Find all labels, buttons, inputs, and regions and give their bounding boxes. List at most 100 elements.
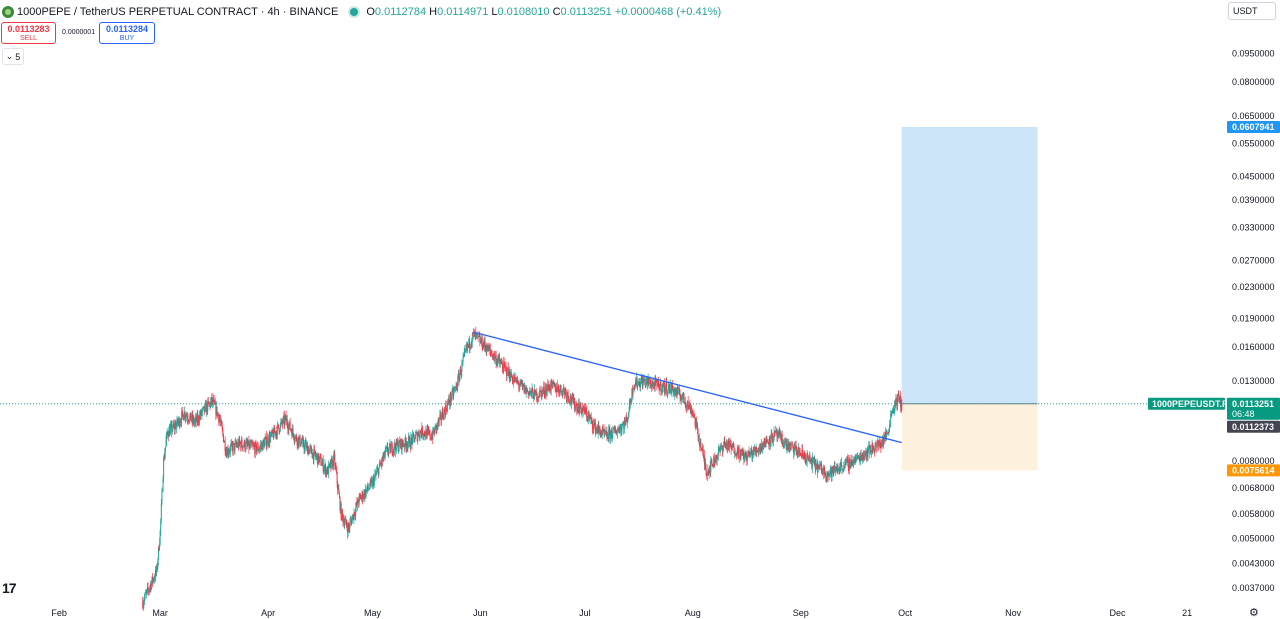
- sell-button[interactable]: 0.0113283 SELL: [1, 22, 56, 44]
- candle-body: [781, 434, 783, 443]
- candle-body: [730, 446, 732, 449]
- candle-body: [804, 457, 806, 459]
- candle-body: [742, 449, 744, 454]
- candle-body: [349, 521, 351, 528]
- candle-body: [398, 447, 400, 451]
- candle-body: [877, 440, 879, 447]
- candle-body: [694, 417, 696, 427]
- candle-body: [638, 381, 640, 387]
- candle-body: [651, 382, 653, 387]
- candle-body: [786, 443, 788, 449]
- candle-body: [548, 388, 550, 392]
- candle-body: [315, 454, 317, 457]
- candle-body: [719, 449, 721, 451]
- candle-body: [280, 422, 282, 424]
- candle-body: [426, 429, 428, 439]
- candle-body: [872, 448, 874, 450]
- candle-body: [269, 435, 271, 442]
- candle-body: [303, 446, 305, 450]
- candle-body: [401, 440, 403, 450]
- candle-body: [757, 450, 759, 453]
- candle-body: [425, 429, 427, 437]
- candle-body: [754, 447, 756, 451]
- candle-body: [569, 396, 571, 402]
- candle-body: [590, 417, 592, 419]
- candle-body: [732, 443, 734, 449]
- secondary-price-badge-text: 0.0112373: [1232, 422, 1274, 432]
- candle-body: [352, 514, 354, 518]
- candle-body: [741, 449, 743, 451]
- currency-selector[interactable]: USDT: [1228, 2, 1276, 20]
- candle-body: [561, 391, 563, 393]
- candle-body: [340, 503, 342, 511]
- candle-body: [348, 526, 350, 528]
- candle-body: [283, 416, 285, 424]
- candle-body: [793, 447, 795, 455]
- candle-body: [756, 450, 758, 452]
- candle-body: [246, 441, 248, 445]
- settings-gear-icon[interactable]: ⚙: [1249, 607, 1259, 619]
- candle-body: [848, 468, 850, 469]
- candle-body: [399, 440, 401, 443]
- candle-body: [844, 460, 846, 463]
- candle-body: [524, 385, 526, 392]
- candle-body: [626, 419, 628, 423]
- candle-body: [146, 586, 148, 590]
- candle-body: [810, 460, 812, 462]
- candle-body: [717, 451, 719, 456]
- candle-body: [500, 362, 502, 363]
- candle-body: [244, 448, 246, 450]
- candle-body: [402, 444, 404, 447]
- candle-body: [241, 439, 243, 446]
- candle-body: [646, 378, 648, 379]
- candle-body: [261, 443, 263, 447]
- candle-body: [178, 418, 180, 422]
- candle-body: [504, 364, 506, 367]
- candle-body: [456, 385, 458, 389]
- candle-body: [719, 448, 721, 450]
- candle-body: [583, 406, 585, 410]
- candle-body: [806, 461, 808, 463]
- candle-body: [895, 398, 897, 406]
- candle-body: [431, 436, 433, 440]
- candle-body: [779, 434, 781, 436]
- candle-body: [367, 484, 369, 489]
- candle-body: [571, 395, 573, 404]
- candle-body: [849, 458, 851, 469]
- candle-body: [406, 445, 408, 448]
- symbol-title[interactable]: 1000PEPE / TetherUS PERPETUAL CONTRACT ·…: [17, 6, 339, 18]
- candle-body: [799, 451, 801, 456]
- indicators-toggle[interactable]: ⌄ 5: [2, 48, 24, 65]
- candle-body: [462, 357, 464, 362]
- candle-body: [741, 450, 743, 453]
- buy-button[interactable]: 0.0113284 BUY: [99, 22, 155, 44]
- candle-body: [471, 341, 473, 345]
- candle-body: [313, 449, 315, 460]
- candle-body: [557, 385, 559, 391]
- candle-body: [587, 416, 589, 420]
- candle-body: [617, 428, 619, 431]
- candle-body: [255, 443, 257, 453]
- candle-body: [513, 377, 515, 379]
- candle-body: [875, 442, 877, 446]
- candle-body: [295, 435, 297, 437]
- candle-body: [663, 382, 665, 393]
- candle-body: [803, 455, 805, 457]
- candle-body: [899, 396, 901, 403]
- tradingview-logo-icon[interactable]: 17: [2, 580, 17, 596]
- candle-body: [369, 480, 371, 488]
- candle-body: [829, 473, 831, 475]
- candle-body: [468, 339, 470, 346]
- y-tick-label: 0.0037000: [1232, 583, 1275, 593]
- candle-body: [220, 420, 222, 423]
- candle-body: [190, 412, 192, 422]
- candle-body: [564, 389, 566, 395]
- candle-body: [698, 435, 700, 437]
- candle-body: [819, 465, 821, 467]
- candle-body: [897, 393, 899, 395]
- candle-body: [416, 432, 418, 441]
- candle-body: [790, 443, 792, 446]
- candle-body: [427, 429, 429, 430]
- candle-body: [604, 432, 606, 433]
